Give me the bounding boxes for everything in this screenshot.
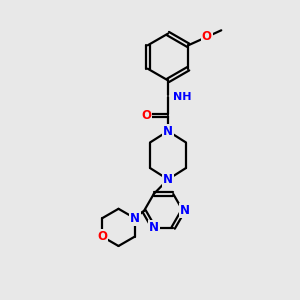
Text: N: N bbox=[149, 221, 159, 234]
Text: N: N bbox=[130, 212, 140, 225]
Text: NH: NH bbox=[173, 92, 192, 102]
Text: N: N bbox=[179, 204, 190, 218]
Text: O: O bbox=[202, 30, 212, 44]
Text: O: O bbox=[141, 109, 152, 122]
Text: N: N bbox=[163, 124, 173, 138]
Text: N: N bbox=[163, 173, 173, 186]
Text: O: O bbox=[98, 230, 107, 243]
